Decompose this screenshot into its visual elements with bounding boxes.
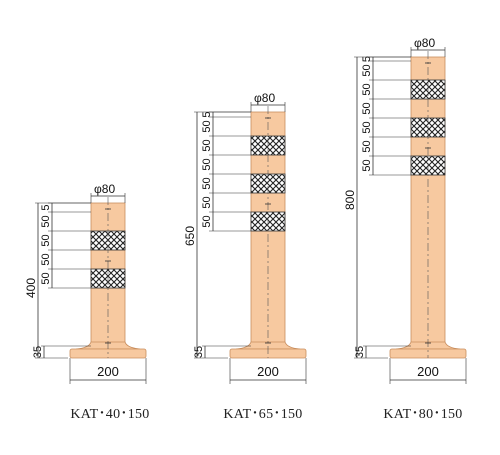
base-width-label: 200 bbox=[97, 364, 119, 379]
stacked-dimension-label: 50 bbox=[201, 177, 213, 189]
base-height-label: 35 bbox=[354, 346, 366, 358]
stacked-dimension-label: 5 bbox=[361, 56, 373, 62]
stacked-dimension-label: 50 bbox=[201, 196, 213, 208]
stacked-dimension-label: 50 bbox=[361, 121, 373, 133]
height-dimension-label: 400 bbox=[24, 278, 38, 298]
stacked-dimension-label: 50 bbox=[361, 83, 373, 95]
diameter-label: φ80 bbox=[94, 182, 115, 196]
post-kat-80-150: φ80 5 50 50 50 50 50 50 800 35 200 bbox=[343, 36, 467, 384]
stacked-dimension-label: 50 bbox=[361, 140, 373, 152]
height-dimension-label: 650 bbox=[183, 226, 197, 246]
post-kat-65-150: φ80 5 50 50 50 50 50 50 650 35 200 bbox=[183, 91, 307, 384]
stacked-dimension-label: 50 bbox=[361, 159, 373, 171]
post-model-label-kat-80-150: KAT･80･150 bbox=[383, 407, 463, 422]
diameter-label: φ80 bbox=[254, 91, 275, 105]
stacked-dimension-label: 5 bbox=[40, 204, 52, 210]
post-model-label-kat-40-150: KAT･40･150 bbox=[70, 407, 150, 422]
stacked-dimension-label: 50 bbox=[201, 158, 213, 170]
height-dimension-label: 800 bbox=[343, 190, 357, 210]
post-model-label-kat-65-150: KAT･65･150 bbox=[223, 407, 303, 422]
diameter-label: φ80 bbox=[414, 36, 435, 50]
base-width-label: 200 bbox=[417, 364, 439, 379]
stacked-dimension-label: 50 bbox=[40, 253, 52, 265]
stacked-dimension-label: 50 bbox=[361, 102, 373, 114]
base-height-label: 35 bbox=[32, 346, 44, 358]
stacked-dimension-label: 50 bbox=[201, 215, 213, 227]
stacked-dimension-label: 5 bbox=[201, 111, 213, 117]
stacked-dimension-label: 50 bbox=[40, 234, 52, 246]
stacked-dimension-label: 50 bbox=[40, 272, 52, 284]
stacked-dimension-label: 50 bbox=[201, 120, 213, 132]
stacked-dimension-label: 50 bbox=[201, 139, 213, 151]
base-height-label: 35 bbox=[193, 346, 205, 358]
stacked-dimension-label: 50 bbox=[361, 64, 373, 76]
stacked-dimension-label: 50 bbox=[40, 215, 52, 227]
base-width-label: 200 bbox=[257, 364, 279, 379]
post-base-plate bbox=[389, 348, 467, 359]
